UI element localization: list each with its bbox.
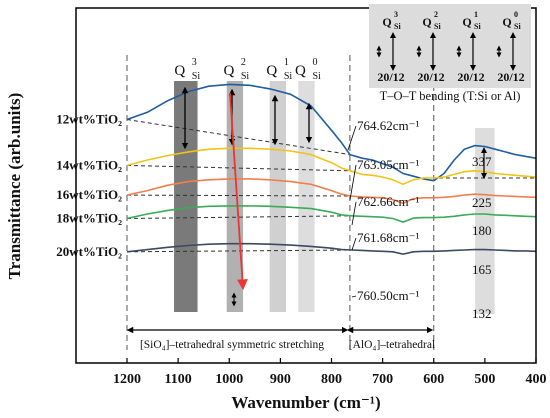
alo4-region-label: [AlO₄]–tetrahedral: [349, 339, 435, 351]
x-tick-label-1200: 1200: [113, 372, 141, 387]
inflection-label-4: 760.50cm⁻¹: [357, 288, 419, 303]
trend-arrow: [229, 92, 248, 291]
tot-value-3: 165: [472, 262, 492, 277]
tot-value-1: 225: [472, 195, 492, 210]
inset-q-label-1: Q: [462, 15, 471, 29]
inset-q-sup-3: 3: [394, 10, 398, 19]
q-band-sup-2: 2: [241, 57, 246, 68]
tot-value-0: 337: [472, 154, 492, 169]
series-line-0: [126, 83, 537, 182]
baseline-chord-3: [126, 215, 352, 219]
baseline-chord-0: [126, 119, 350, 156]
inset-ratio-3: 20/12: [377, 70, 404, 84]
tot-value-2: 180: [472, 223, 492, 238]
inset-q-sup-1: 1: [474, 10, 478, 19]
sio4-region-label: [SiO₄]–tetrahedral symmetric stretching: [140, 339, 324, 351]
inset-q-sub-2: Si: [434, 22, 441, 31]
inset-q-label-2: Q: [422, 15, 431, 29]
q-band-sub-1: Si: [284, 71, 293, 82]
series-name-0: 12wt%TiO₂: [56, 112, 122, 127]
inflection-leader-4: [351, 295, 357, 298]
tot-band-label: T–O–T bending (T:Si or Al): [380, 89, 521, 103]
inset-q-label-0: Q: [502, 15, 511, 29]
inset-ratio-0: 20/12: [497, 70, 524, 84]
q-band-sup-1: 1: [284, 57, 289, 68]
x-tick-label-1100: 1100: [165, 372, 192, 387]
y-axis-label: Transmittance (arb.units): [5, 93, 24, 280]
inset-q-sup-0: 0: [514, 10, 518, 19]
inset-ratio-1: 20/12: [457, 70, 484, 84]
inset-q-label-3: Q: [382, 15, 391, 29]
series-name-2: 16wt%TiO₂: [56, 187, 122, 202]
x-tick-label-700: 700: [372, 372, 393, 387]
x-tick-label-800: 800: [321, 372, 342, 387]
inflection-leader-3: [351, 237, 357, 251]
inflection-label-1: 763.05cm⁻¹: [357, 157, 419, 172]
axes-layer: [75, 7, 537, 364]
inset-q-sup-2: 2: [434, 10, 438, 19]
q-band-sub-0: Si: [312, 71, 321, 82]
q-band-label-1: Q: [266, 63, 277, 79]
inflection-label-2: 762.66cm⁻¹: [357, 194, 419, 209]
x-tick-label-900: 900: [270, 372, 291, 387]
q-band-3: [174, 81, 198, 312]
baseline-chord-1: [126, 164, 351, 172]
guide-layer: [126, 55, 536, 350]
inflection-label-0: 764.62cm⁻¹: [357, 118, 419, 133]
x-tick-label-1000: 1000: [215, 372, 243, 387]
q-band-label-3: Q: [174, 63, 185, 79]
series-name-1: 14wt%TiO₂: [56, 157, 122, 172]
x-axis-label: Wavenumber (cm⁻¹): [231, 393, 380, 412]
plot-frame: [75, 7, 537, 364]
tot-value-4: 132: [472, 306, 492, 321]
q-band-2: [226, 81, 244, 312]
series-line-4: [126, 242, 537, 255]
inset-q-sub-1: Si: [474, 22, 481, 31]
q-band-0: [298, 81, 315, 312]
inset-background: [369, 4, 531, 88]
x-tick-layer: 1200 1100 1000 900 800 700 600 500 400: [113, 358, 547, 387]
series-name-4: 20wt%TiO₂: [56, 244, 122, 259]
inflection-leader-2: [351, 201, 357, 226]
inflection-leader-1: [349, 164, 357, 201]
series-line-2: [126, 178, 537, 204]
baseline-chord-4: [126, 249, 352, 253]
q-band-label-2: Q: [223, 63, 234, 79]
x-tick-label-400: 400: [526, 372, 547, 387]
q-band-sup-3: 3: [192, 57, 197, 68]
q-band-label-0: Q: [295, 63, 306, 79]
baseline-chord-2: [126, 194, 351, 197]
inset-q-sub-0: Si: [514, 22, 521, 31]
inflection-label-3: 761.68cm⁻¹: [357, 230, 419, 245]
q-band-sub-3: Si: [192, 71, 201, 82]
inflection-leader-0: [347, 125, 357, 151]
series-name-3: 18wt%TiO₂: [56, 211, 122, 226]
inset-q-sub-3: Si: [394, 22, 401, 31]
x-tick-label-500: 500: [474, 372, 495, 387]
x-tick-label-600: 600: [423, 372, 444, 387]
q-band-sub-2: Si: [241, 71, 250, 82]
q-band-1: [269, 81, 286, 312]
tot-band: [475, 128, 495, 314]
inset-ratio-2: 20/12: [417, 70, 444, 84]
series-line-3: [126, 205, 537, 223]
q-band-sup-0: 0: [312, 57, 317, 68]
